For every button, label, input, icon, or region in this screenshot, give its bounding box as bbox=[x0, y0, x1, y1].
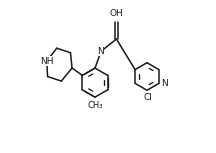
Text: NH: NH bbox=[40, 57, 54, 66]
Text: OH: OH bbox=[110, 9, 123, 18]
Text: CH₃: CH₃ bbox=[87, 101, 103, 110]
Text: N: N bbox=[161, 79, 168, 88]
Text: Cl: Cl bbox=[143, 93, 152, 102]
Text: N: N bbox=[97, 47, 104, 56]
